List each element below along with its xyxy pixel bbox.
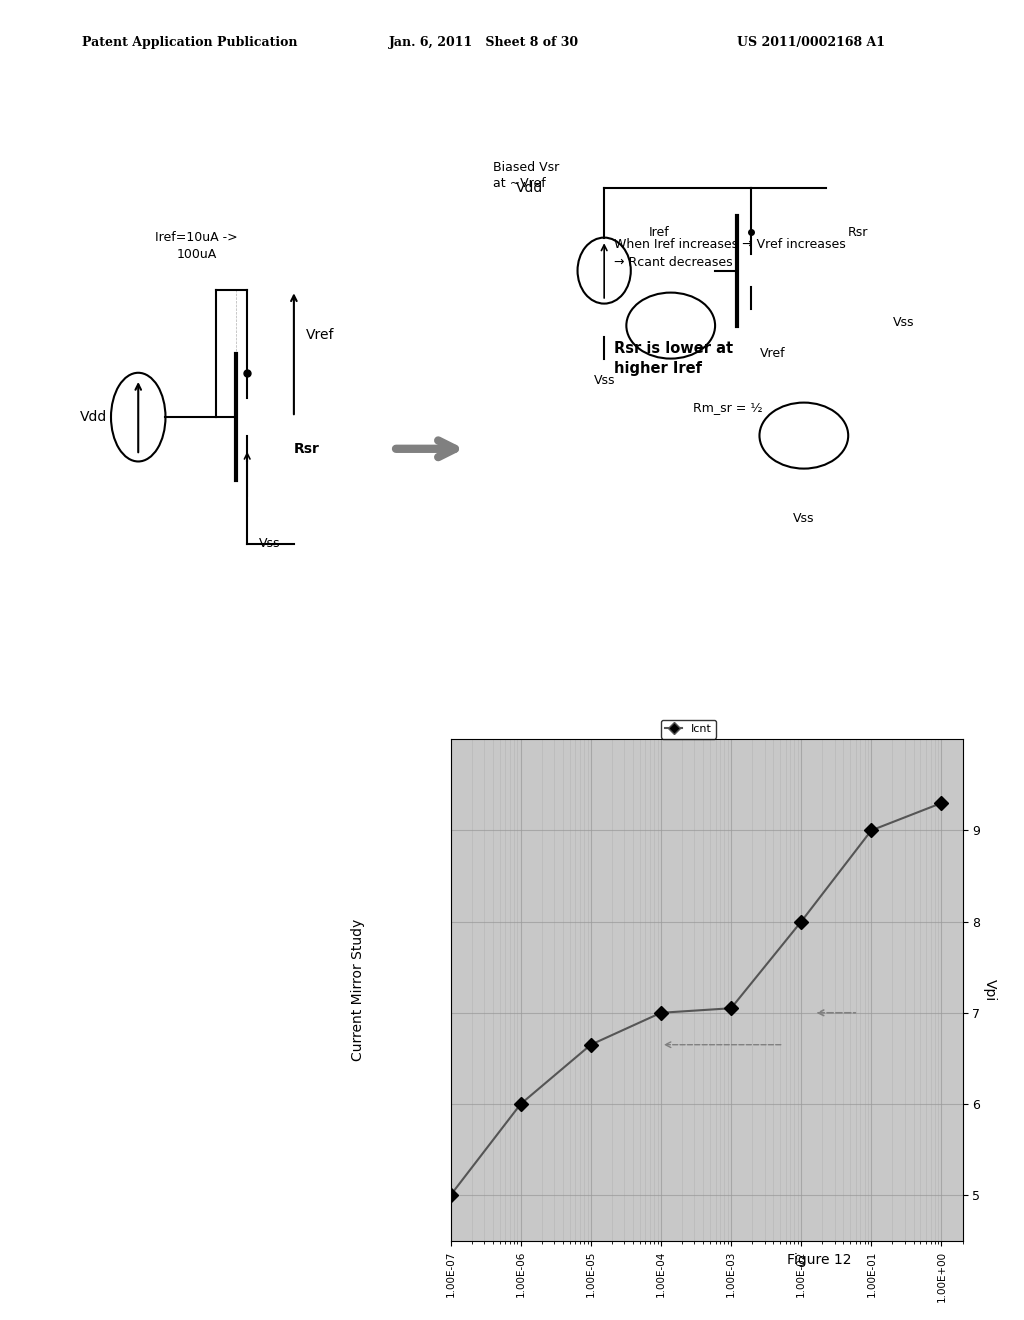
Text: Jan. 6, 2011   Sheet 8 of 30: Jan. 6, 2011 Sheet 8 of 30 bbox=[389, 36, 580, 49]
Text: Vss: Vss bbox=[259, 537, 281, 550]
Text: Vdd: Vdd bbox=[515, 181, 543, 195]
Text: Vss: Vss bbox=[594, 374, 614, 387]
Text: Figure 12: Figure 12 bbox=[787, 1253, 851, 1267]
Text: Iref=10uA ->
100uA: Iref=10uA -> 100uA bbox=[156, 231, 238, 261]
Y-axis label: Vpi: Vpi bbox=[983, 979, 997, 1001]
Text: Vref: Vref bbox=[760, 347, 785, 359]
Text: Rsr is lower at
higher Iref: Rsr is lower at higher Iref bbox=[614, 342, 733, 376]
Text: Current Mirror Study: Current Mirror Study bbox=[351, 919, 366, 1061]
Text: Biased Vsr
at ~Vref: Biased Vsr at ~Vref bbox=[494, 161, 559, 190]
Text: US 2011/0002168 A1: US 2011/0002168 A1 bbox=[737, 36, 886, 49]
Text: Rsr: Rsr bbox=[848, 226, 868, 239]
Text: Vss: Vss bbox=[794, 512, 814, 524]
Text: Vref: Vref bbox=[305, 327, 334, 342]
Legend: Icnt: Icnt bbox=[660, 719, 716, 739]
Text: Vdd: Vdd bbox=[80, 411, 108, 424]
Text: When Iref increases → Vref increases
→ Rcant decreases: When Iref increases → Vref increases → R… bbox=[614, 238, 846, 268]
Text: Iref: Iref bbox=[648, 226, 670, 239]
Text: Patent Application Publication: Patent Application Publication bbox=[82, 36, 297, 49]
Text: Rsr: Rsr bbox=[294, 442, 319, 455]
Text: Vss: Vss bbox=[893, 315, 914, 329]
Text: Rm_sr = ½: Rm_sr = ½ bbox=[693, 401, 763, 414]
